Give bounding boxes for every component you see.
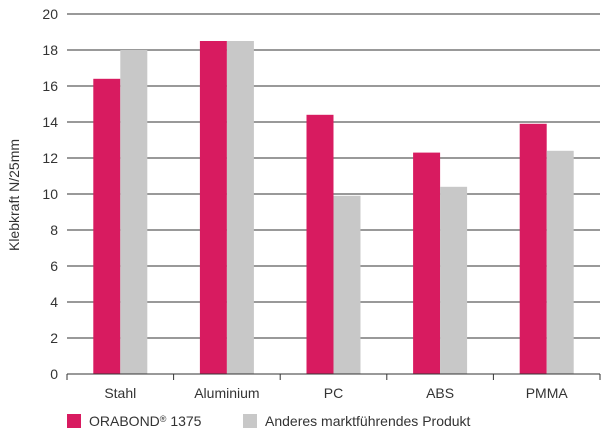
y-tick-label: 2 <box>50 330 58 346</box>
bars <box>93 41 574 375</box>
y-tick-label: 18 <box>42 42 58 58</box>
y-tick-label: 14 <box>42 114 58 130</box>
bar-pmma-series-1 <box>519 123 547 374</box>
x-category-label: PMMA <box>526 385 569 401</box>
legend: ORABOND® 1375 Anderes marktführendes Prod… <box>67 413 471 429</box>
bar-abs-series-1 <box>413 152 441 374</box>
bar-pc-series-1 <box>306 114 334 375</box>
bar-aluminium-series-1 <box>199 41 227 374</box>
legend-swatch <box>243 414 257 428</box>
legend-label: ORABOND® 1375 <box>89 413 202 429</box>
y-tick-label: 20 <box>42 6 58 22</box>
y-tick-label: 4 <box>50 294 58 310</box>
y-tick-label: 0 <box>50 366 58 382</box>
x-category-label: Stahl <box>104 385 136 401</box>
y-axis-title: Klebkraft N/25mm <box>6 139 22 251</box>
y-tick-label: 6 <box>50 258 58 274</box>
bar-pmma-series-2 <box>546 150 574 374</box>
legend-label: Anderes marktführendes Produkt <box>265 413 471 429</box>
x-category-label: PC <box>324 385 343 401</box>
x-category-label: ABS <box>426 385 454 401</box>
bar-stahl-series-1 <box>93 78 121 375</box>
y-tick-label: 8 <box>50 222 58 238</box>
bar-pc-series-2 <box>333 195 361 374</box>
y-axis-ticks: 0 2 4 6 8 10 12 14 16 18 20 <box>42 6 58 382</box>
y-tick-label: 10 <box>42 186 58 202</box>
y-tick-label: 16 <box>42 78 58 94</box>
x-category-label: Aluminium <box>194 385 259 401</box>
y-tick-label: 12 <box>42 150 58 166</box>
bar-aluminium-series-2 <box>226 41 254 374</box>
bar-stahl-series-2 <box>120 50 148 374</box>
legend-swatch <box>67 414 81 428</box>
x-axis: Stahl Aluminium PC ABS PMMA <box>66 373 601 401</box>
bar-abs-series-2 <box>440 186 468 374</box>
